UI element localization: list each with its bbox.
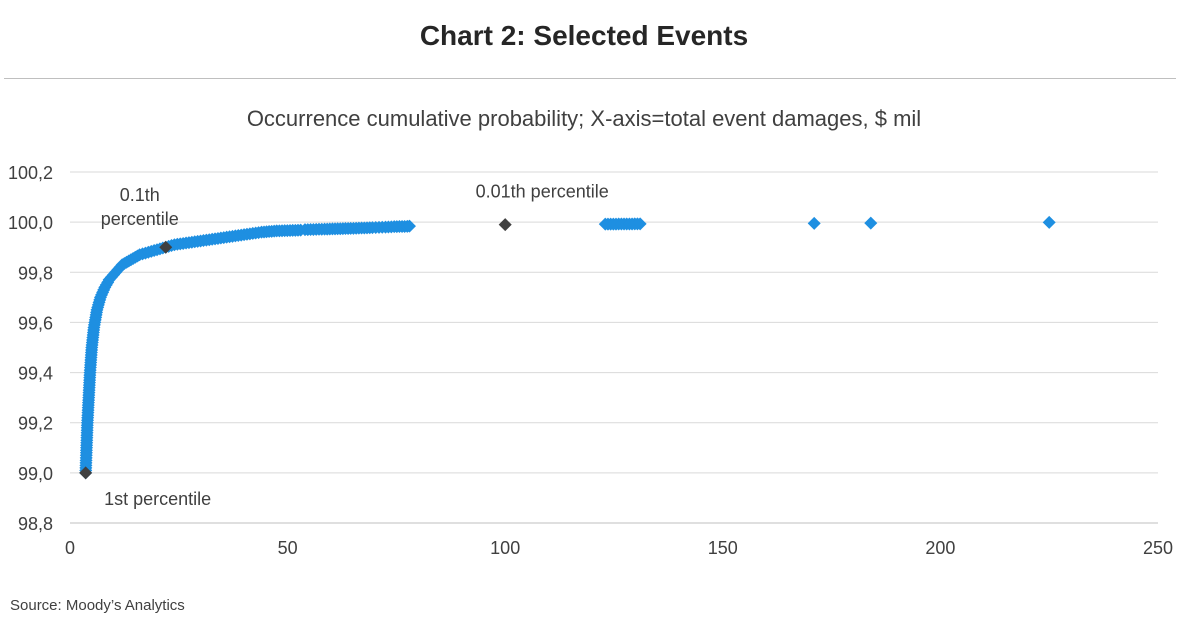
y-tick-label: 100,2 <box>8 163 53 183</box>
percentile-marker <box>498 218 512 232</box>
data-points <box>79 215 1056 480</box>
y-tick-label: 99,2 <box>18 414 53 434</box>
x-tick-label: 150 <box>708 538 738 558</box>
data-point <box>633 217 647 231</box>
x-tick-label: 250 <box>1143 538 1173 558</box>
data-point <box>1042 215 1056 229</box>
x-tick-label: 200 <box>925 538 955 558</box>
y-tick-label: 99,4 <box>18 364 53 384</box>
x-tick-label: 50 <box>278 538 298 558</box>
annotation-label: percentile <box>101 209 179 229</box>
x-tick-label: 0 <box>65 538 75 558</box>
annotations: 0.1th percentile 0.01th percentile 1st perc… <box>101 182 609 509</box>
data-point <box>402 219 416 233</box>
chart-title: Chart 2: Selected Events <box>419 20 749 51</box>
source-note: Source: Moody’s Analytics <box>10 597 185 614</box>
annotation-label: 0.01th percentile <box>476 182 609 202</box>
data-point <box>864 216 878 230</box>
y-tick-label: 99,6 <box>18 313 53 333</box>
percentile-marker <box>79 466 93 480</box>
title-divider <box>4 78 1176 79</box>
chart-subtitle: Occurrence cumulative probability; X-axi… <box>246 106 922 131</box>
y-tick-label: 100,0 <box>8 213 53 233</box>
percentile-marker <box>159 240 173 254</box>
y-axis-ticks: 98,8 99,0 99,2 99,4 99,6 99,8 100,0 100,2 <box>8 163 53 534</box>
x-tick-label: 100 <box>490 538 520 558</box>
annotation-label: 0.1th <box>120 185 160 205</box>
y-tick-label: 99,0 <box>18 464 53 484</box>
annotation-label: 1st percentile <box>104 489 211 509</box>
data-point <box>807 216 821 230</box>
x-axis-ticks: 0 50 100 150 200 250 <box>65 538 1173 558</box>
y-tick-label: 98,8 <box>18 514 53 534</box>
y-tick-label: 99,8 <box>18 263 53 283</box>
